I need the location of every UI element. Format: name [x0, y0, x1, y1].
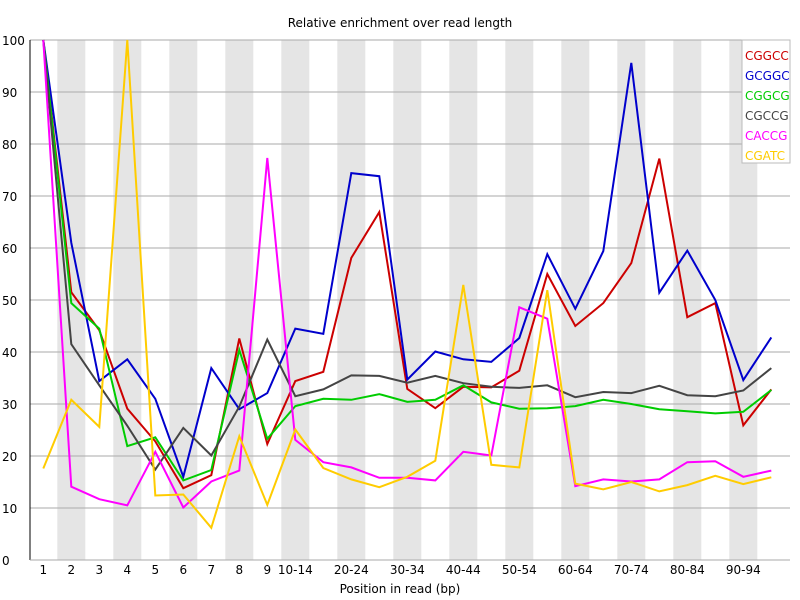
- axes: [29, 40, 790, 561]
- legend-item-cggcg: CGGCG: [745, 89, 790, 103]
- legend-item-cgatc: CGATC: [745, 149, 785, 163]
- gridlines: [30, 39, 790, 509]
- x-tick-label: 3: [95, 563, 103, 577]
- y-tick-label: 90: [2, 86, 17, 100]
- legend: CGGCC GCGGC CGGCG CGCCG CACCG CGATC: [741, 39, 791, 164]
- x-tick-label: 5: [151, 563, 159, 577]
- y-tick-label: 50: [2, 294, 17, 308]
- x-tick-label: 9: [263, 563, 271, 577]
- y-tick-label: 10: [2, 502, 17, 516]
- x-tick-label: 40-44: [446, 563, 481, 577]
- series-lines: [42, 39, 773, 530]
- x-tick-label: 30-34: [390, 563, 425, 577]
- x-tick-label: 4: [123, 563, 131, 577]
- legend-item-cggcc: CGGCC: [745, 49, 789, 63]
- x-tick-label: 50-54: [502, 563, 537, 577]
- x-axis-label: Position in read (bp): [339, 582, 461, 596]
- series-line-cgccg: [42, 39, 772, 472]
- y-tick-label: 70: [2, 190, 17, 204]
- y-tick-label: 30: [2, 398, 17, 412]
- legend-item-cgccg: CGCCG: [745, 109, 789, 123]
- x-tick-label: 2: [67, 563, 75, 577]
- series-line-cggcg: [42, 39, 772, 482]
- legend-item-caccg: CACCG: [745, 129, 787, 143]
- y-axis-ticks: 0 10 20 30 40 50 60 70 80 90 100: [2, 34, 25, 568]
- legend-box: [741, 39, 791, 164]
- y-tick-label: 100: [2, 34, 25, 48]
- y-tick-label: 80: [2, 138, 17, 152]
- x-tick-label: 20-24: [334, 563, 369, 577]
- legend-item-gcggc: GCGGC: [745, 69, 790, 83]
- x-tick-label: 8: [235, 563, 243, 577]
- x-axis-ticks: 1 2 3 4 5 6 7 8 9 10-14 20-24 30-34 40-44 50-54 60-64 7…: [39, 563, 760, 577]
- x-tick-label: 7: [207, 563, 215, 577]
- series-line-cgatc: [42, 39, 772, 530]
- x-tick-label: 10-14: [278, 563, 313, 577]
- x-tick-label: 60-64: [558, 563, 593, 577]
- x-tick-label: 70-74: [614, 563, 649, 577]
- chart-title: Relative enrichment over read length: [287, 16, 513, 30]
- x-tick-label: 6: [179, 563, 187, 577]
- y-tick-label: 20: [2, 450, 17, 464]
- x-tick-label: 80-84: [670, 563, 705, 577]
- y-tick-label: 0: [2, 554, 10, 568]
- y-tick-label: 40: [2, 346, 17, 360]
- x-tick-label: 1: [39, 563, 47, 577]
- x-tick-label: 90-94: [726, 563, 761, 577]
- series-line-gcggc: [42, 39, 773, 481]
- y-tick-label: 60: [2, 242, 17, 256]
